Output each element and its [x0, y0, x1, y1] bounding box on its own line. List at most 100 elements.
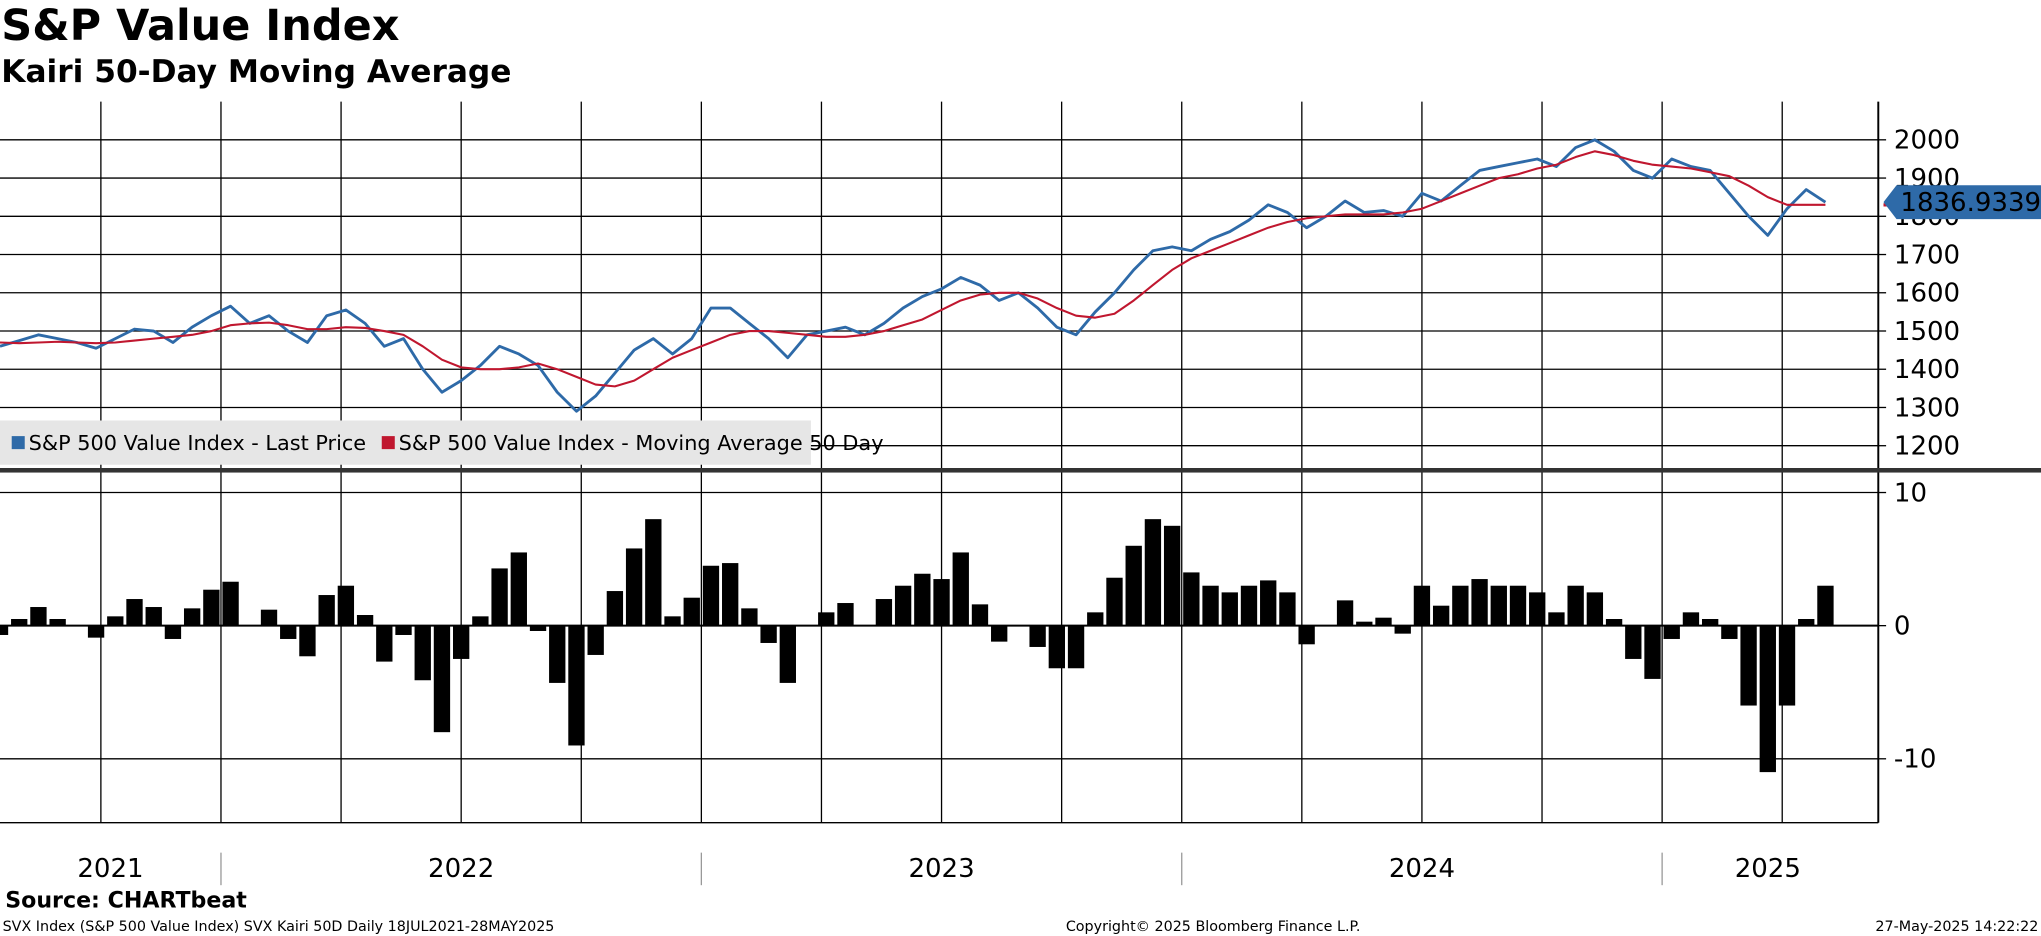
bar [1452, 585, 1469, 626]
bar [183, 608, 201, 626]
x-tick-label: 2025 [1735, 854, 1801, 884]
y-tick-label: 1300 [1894, 393, 1960, 423]
bar [1087, 612, 1104, 626]
bar [1529, 592, 1546, 626]
line-series [0, 150, 1826, 388]
bar [1548, 612, 1565, 626]
bar [837, 603, 854, 626]
bar [1817, 585, 1834, 626]
bar [779, 625, 796, 683]
bar [395, 625, 412, 635]
bar [702, 565, 720, 626]
bar [1279, 592, 1296, 626]
bar [510, 552, 527, 626]
bar [606, 591, 624, 626]
y-tick-label: 1600 [1894, 279, 1960, 309]
x-tick-label: 2021 [77, 854, 143, 884]
legend-swatch [381, 436, 395, 450]
bar [1798, 619, 1815, 626]
bar [818, 612, 835, 626]
bar [1432, 605, 1450, 626]
bar [1029, 625, 1046, 647]
bar [145, 607, 162, 626]
footer-right: 27-May-2025 14:22:22 [1875, 919, 2038, 935]
bar [1221, 592, 1238, 626]
bar [1336, 600, 1354, 626]
bar [1375, 617, 1392, 626]
bar [1067, 625, 1085, 669]
bar [722, 563, 739, 626]
bar [1394, 625, 1411, 634]
bar [1721, 625, 1738, 639]
bar [1663, 625, 1680, 639]
bar [203, 589, 220, 626]
bar [414, 625, 431, 681]
bar [914, 573, 931, 626]
bar [0, 625, 9, 635]
bar [356, 615, 374, 626]
last-value-label: 1836.93396 [1900, 188, 2041, 218]
bar [1125, 545, 1142, 626]
bar [472, 616, 489, 626]
bar [625, 548, 643, 626]
x-tick-label: 2023 [908, 854, 974, 884]
bar [453, 625, 470, 659]
y-tick-label: 0 [1894, 611, 1911, 641]
bar [1298, 625, 1315, 645]
bar [49, 619, 66, 626]
bar [126, 599, 143, 626]
bar [1048, 625, 1066, 669]
footer-left: SVX Index (S&P 500 Value Index) SVX Kair… [3, 919, 555, 935]
bar [645, 519, 662, 626]
legend-swatch [11, 436, 25, 450]
footer-center: Copyright© 2025 Bloomberg Finance L.P. [1066, 919, 1361, 935]
panel-divider [0, 468, 2041, 473]
chart-subtitle: Kairi 50-Day Moving Average [1, 54, 511, 90]
bar [1183, 572, 1200, 626]
last-value-box [1883, 185, 2041, 220]
bar [1490, 585, 1507, 626]
bar [164, 625, 182, 639]
bar [1260, 580, 1277, 626]
legend-background [0, 420, 811, 465]
bar [1759, 625, 1776, 773]
bar [1567, 585, 1584, 626]
bar [568, 625, 585, 746]
bar [933, 579, 950, 626]
bar [337, 585, 355, 626]
y-tick-label: -10 [1894, 745, 1937, 775]
bar [30, 607, 47, 626]
legend-label: S&P 500 Value Index - Last Price [29, 431, 367, 455]
legend-label: S&P 500 Value Index - Moving Average 50 … [399, 431, 884, 455]
bar [549, 625, 566, 683]
bar [1586, 592, 1604, 626]
y-tick-label: 10 [1894, 478, 1927, 508]
y-tick-label: 1500 [1894, 317, 1960, 347]
bar [760, 625, 777, 643]
bar [222, 581, 239, 626]
bar [875, 599, 893, 626]
bar [664, 616, 681, 626]
bar [1144, 519, 1162, 626]
bar [1163, 525, 1181, 626]
bar [952, 552, 969, 626]
bar [1106, 577, 1123, 626]
bar [1644, 625, 1661, 679]
bar [529, 625, 547, 631]
bar [1240, 585, 1258, 626]
bar [299, 625, 316, 657]
bar [260, 609, 278, 626]
bar [1740, 625, 1757, 706]
bar [741, 608, 758, 626]
bar [280, 625, 297, 639]
bar [683, 597, 700, 626]
y-tick-label: 1400 [1894, 355, 1960, 385]
bar [433, 625, 451, 733]
line-series [0, 138, 1827, 413]
source: Source: CHARTbeat [5, 887, 247, 913]
bar [1625, 625, 1642, 659]
bar [376, 625, 393, 662]
bar [107, 616, 124, 626]
y-tick-label: 2000 [1894, 126, 1960, 156]
